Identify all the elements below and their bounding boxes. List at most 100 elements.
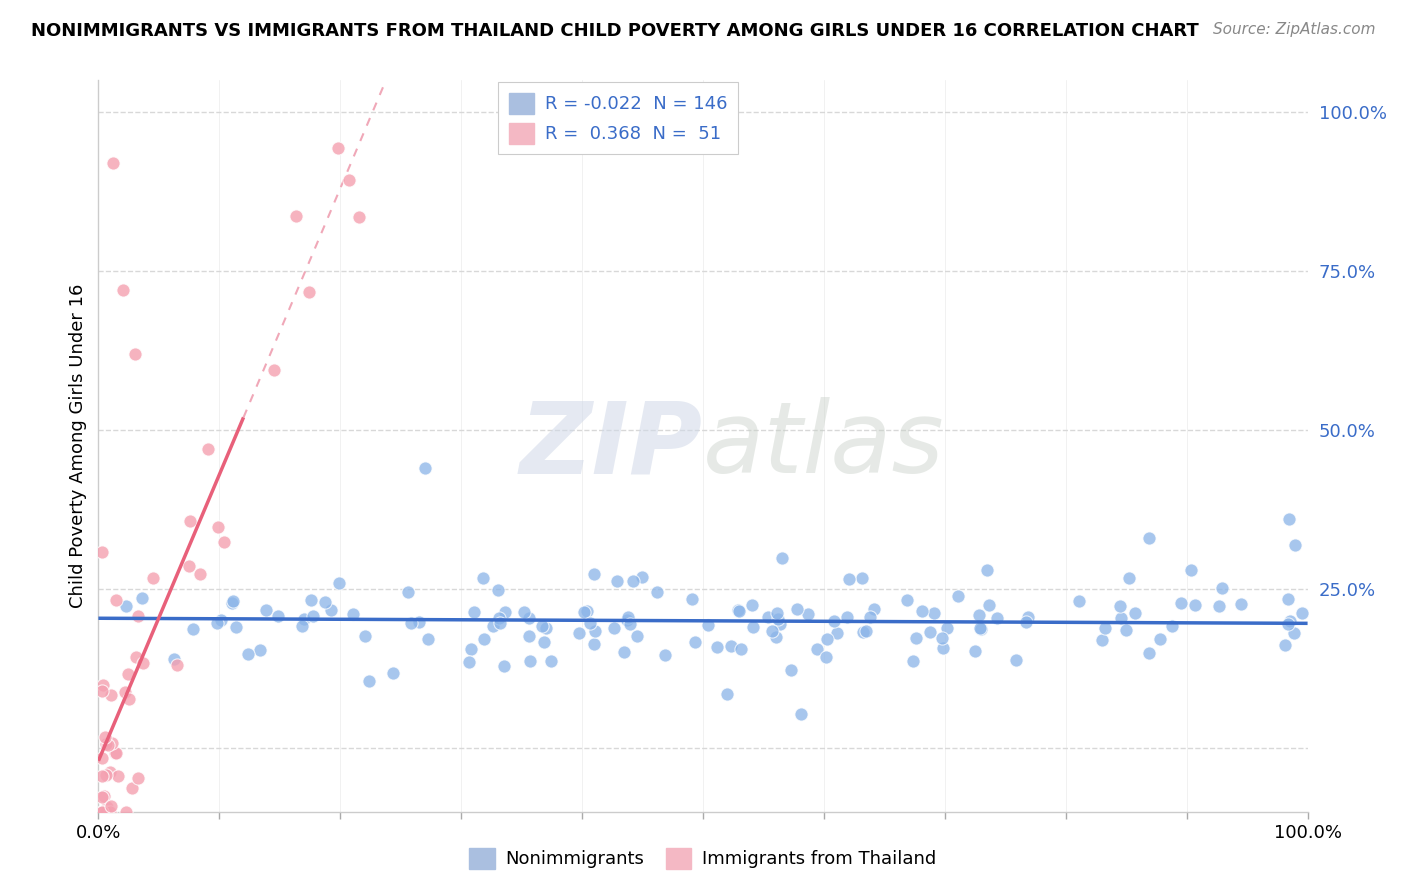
Point [790, 706, 813, 721]
Point [768, 617, 790, 632]
Point [100, 798, 122, 813]
Point [94, 737, 117, 751]
Point [1274, 638, 1296, 652]
Point [851, 571, 873, 585]
Point [472, 571, 495, 585]
Point [946, 590, 969, 604]
Point [645, 585, 668, 599]
Point [284, 210, 307, 224]
Point [225, 620, 247, 634]
Point [922, 606, 945, 620]
Point [568, 625, 591, 640]
Point [741, 620, 763, 634]
Point [100, 736, 122, 750]
Point [741, 598, 763, 612]
Point [413, 461, 436, 475]
Text: NONIMMIGRANTS VS IMMIGRANTS FROM THAILAND CHILD POVERTY AMONG GIRLS UNDER 16 COR: NONIMMIGRANTS VS IMMIGRANTS FROM THAILAN… [31, 22, 1199, 40]
Point [935, 621, 957, 635]
Point [976, 563, 998, 577]
Point [163, 652, 186, 666]
Point [249, 643, 271, 657]
Point [765, 631, 787, 645]
Point [540, 654, 562, 668]
Y-axis label: Child Poverty Among Girls Under 16: Child Poverty Among Girls Under 16 [69, 284, 87, 608]
Point [416, 632, 439, 647]
Point [458, 655, 481, 669]
Point [328, 576, 350, 591]
Point [460, 642, 482, 657]
Point [1109, 610, 1132, 624]
Point [188, 566, 211, 581]
Point [576, 604, 599, 618]
Point [682, 592, 704, 607]
Point [111, 283, 134, 297]
Point [965, 643, 987, 657]
Point [823, 614, 845, 628]
Point [780, 663, 803, 677]
Point [91, 805, 114, 819]
Point [716, 687, 738, 701]
Point [197, 442, 219, 457]
Point [696, 618, 718, 632]
Point [1004, 653, 1026, 667]
Point [911, 604, 934, 618]
Point [94, 730, 117, 744]
Point [107, 769, 129, 783]
Point [786, 602, 808, 616]
Point [1284, 538, 1306, 552]
Point [859, 609, 882, 624]
Point [299, 592, 322, 607]
Point [104, 593, 127, 607]
Point [94, 805, 117, 819]
Point [727, 604, 749, 618]
Point [326, 141, 349, 155]
Point [970, 622, 993, 636]
Point [572, 606, 595, 620]
Point [121, 780, 143, 795]
Point [835, 610, 858, 624]
Point [209, 613, 232, 627]
Point [118, 691, 141, 706]
Point [583, 624, 606, 638]
Point [91, 678, 114, 692]
Point [1118, 572, 1140, 586]
Point [825, 625, 848, 640]
Point [91, 684, 114, 698]
Point [770, 551, 793, 566]
Point [357, 674, 380, 689]
Point [904, 631, 927, 645]
Point [1115, 623, 1137, 637]
Point [986, 611, 1008, 625]
Point [1017, 609, 1039, 624]
Point [117, 667, 139, 681]
Point [1282, 625, 1305, 640]
Point [517, 610, 540, 624]
Point [212, 534, 235, 549]
Point [616, 613, 638, 627]
Point [179, 514, 201, 528]
Point [125, 649, 148, 664]
Point [1211, 581, 1233, 595]
Point [494, 659, 516, 673]
Point [814, 650, 837, 665]
Point [181, 622, 204, 636]
Point [1137, 531, 1160, 545]
Point [104, 746, 127, 760]
Point [354, 629, 377, 643]
Point [100, 805, 122, 819]
Point [302, 609, 325, 624]
Point [727, 602, 749, 616]
Point [1279, 615, 1302, 629]
Point [631, 570, 654, 584]
Point [489, 615, 512, 630]
Point [797, 607, 820, 622]
Point [342, 607, 364, 621]
Point [855, 624, 877, 639]
Point [347, 210, 370, 224]
Point [98, 765, 121, 780]
Point [1170, 596, 1192, 610]
Point [298, 285, 321, 299]
Point [481, 618, 503, 632]
Point [766, 606, 789, 620]
Text: atlas: atlas [703, 398, 945, 494]
